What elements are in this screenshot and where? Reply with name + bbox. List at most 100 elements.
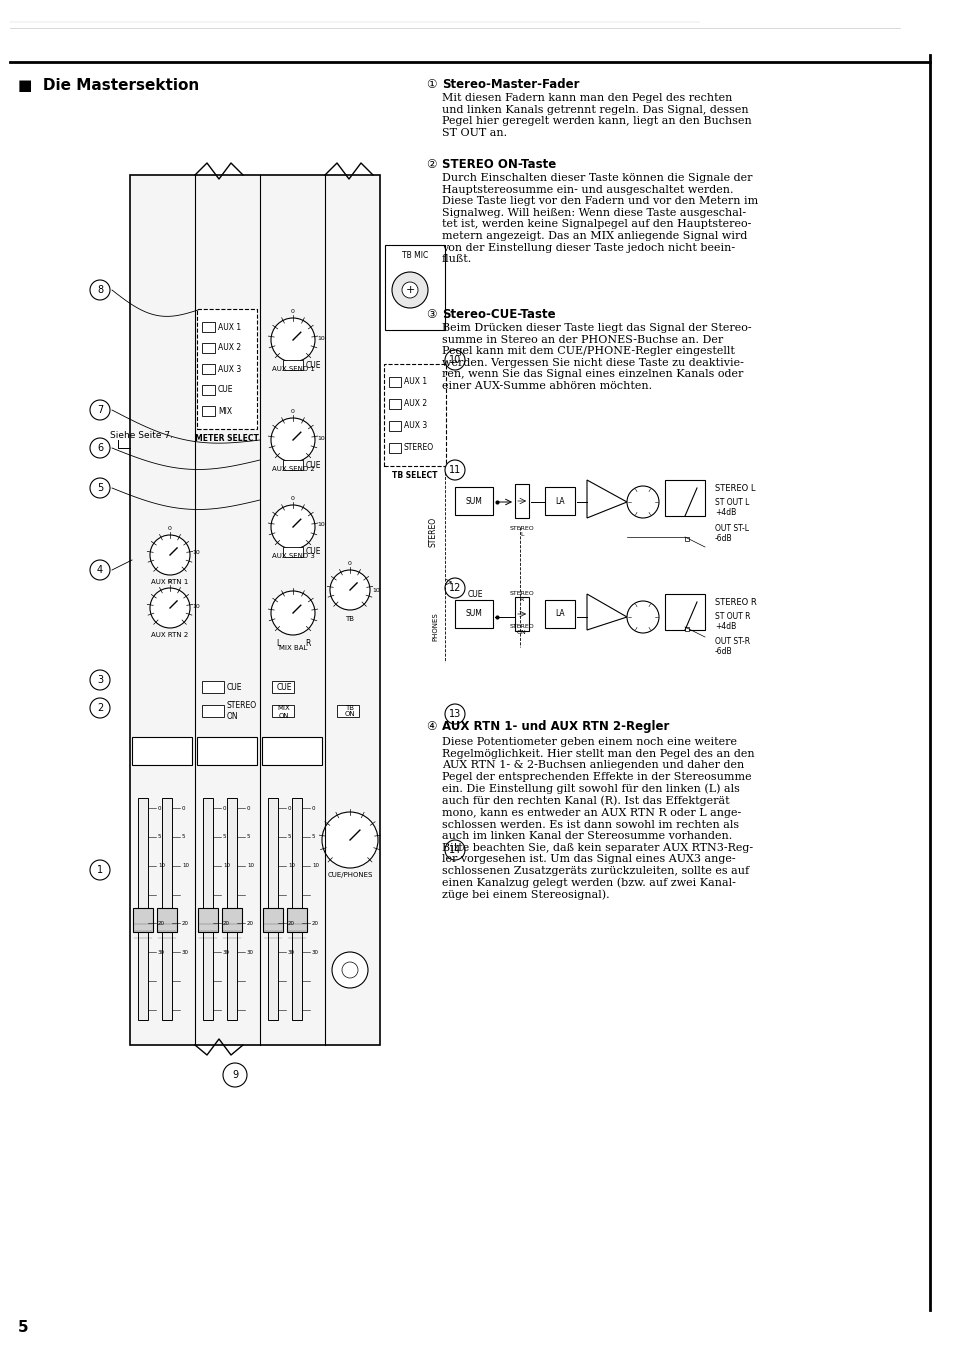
Text: Durch Einschalten dieser Taste können die Signale der
Hauptstereosumme ein- und : Durch Einschalten dieser Taste können di… xyxy=(441,173,758,265)
Circle shape xyxy=(392,272,428,308)
Circle shape xyxy=(444,459,464,480)
Circle shape xyxy=(332,952,368,988)
Text: 20: 20 xyxy=(182,921,189,925)
Text: 30: 30 xyxy=(312,950,318,955)
Circle shape xyxy=(626,486,659,517)
Text: TB
ON: TB ON xyxy=(344,704,355,717)
Text: 30: 30 xyxy=(158,950,165,955)
Text: 0: 0 xyxy=(223,805,226,811)
Text: AUX 1: AUX 1 xyxy=(403,377,427,386)
Text: STEREO: STEREO xyxy=(403,443,434,453)
Text: STEREO R: STEREO R xyxy=(714,598,756,607)
Bar xyxy=(515,484,529,517)
Bar xyxy=(130,176,379,1046)
Text: 6: 6 xyxy=(97,443,103,453)
Circle shape xyxy=(90,698,110,717)
Text: 8: 8 xyxy=(97,285,103,295)
Text: CUE: CUE xyxy=(306,361,321,370)
Text: LA: LA xyxy=(555,609,564,619)
Circle shape xyxy=(444,350,464,370)
Bar xyxy=(268,798,277,1020)
Text: 10: 10 xyxy=(192,550,199,555)
Text: 10: 10 xyxy=(312,863,318,869)
Text: 13: 13 xyxy=(449,709,460,719)
Text: AUX 2: AUX 2 xyxy=(218,343,241,353)
Bar xyxy=(262,738,322,765)
Text: 10: 10 xyxy=(316,523,324,527)
Text: LA: LA xyxy=(555,497,564,505)
Bar xyxy=(162,798,172,1020)
Text: AUX SEND 2: AUX SEND 2 xyxy=(272,466,314,471)
Bar xyxy=(198,908,218,932)
Text: 20: 20 xyxy=(288,921,294,925)
Bar xyxy=(544,600,575,628)
Bar xyxy=(385,245,444,330)
Bar xyxy=(389,422,400,431)
Text: ST OUT R
+4dB: ST OUT R +4dB xyxy=(714,612,750,631)
Text: ■  Die Mastersektion: ■ Die Mastersektion xyxy=(18,78,199,93)
Circle shape xyxy=(90,478,110,499)
Bar xyxy=(202,322,214,332)
Text: 7: 7 xyxy=(97,405,103,415)
Bar xyxy=(515,597,529,631)
Text: 5: 5 xyxy=(97,484,103,493)
Text: CUE: CUE xyxy=(306,547,321,557)
Bar xyxy=(664,480,704,516)
Circle shape xyxy=(150,535,190,576)
Text: AUX RTN 1- und AUX RTN 2-Regler: AUX RTN 1- und AUX RTN 2-Regler xyxy=(441,720,669,734)
Text: MIX
ON: MIX ON xyxy=(277,705,290,719)
Text: 10: 10 xyxy=(223,863,230,869)
Text: 12: 12 xyxy=(448,584,460,593)
Text: 20: 20 xyxy=(247,921,253,925)
Text: 0: 0 xyxy=(291,309,294,313)
Circle shape xyxy=(90,280,110,300)
Text: CUE: CUE xyxy=(218,385,233,394)
Text: 20: 20 xyxy=(158,921,165,925)
Text: 10: 10 xyxy=(372,588,379,593)
Text: CUE: CUE xyxy=(306,461,321,470)
Text: AUX RTN 1: AUX RTN 1 xyxy=(152,580,189,585)
Text: 10: 10 xyxy=(158,863,165,869)
Polygon shape xyxy=(586,480,626,517)
Bar xyxy=(263,908,283,932)
Text: 5: 5 xyxy=(182,835,185,839)
Bar xyxy=(202,407,214,416)
Text: 10: 10 xyxy=(288,863,294,869)
Text: Stereo-CUE-Taste: Stereo-CUE-Taste xyxy=(441,308,555,322)
Text: SUM: SUM xyxy=(465,609,482,619)
Text: STEREO ON-Taste: STEREO ON-Taste xyxy=(441,158,556,172)
FancyBboxPatch shape xyxy=(196,309,256,430)
Text: AUX SEND 1: AUX SEND 1 xyxy=(272,366,314,372)
Text: 3: 3 xyxy=(97,676,103,685)
Circle shape xyxy=(444,840,464,861)
Text: CUE: CUE xyxy=(467,590,482,598)
Text: AUX 3: AUX 3 xyxy=(403,422,427,431)
Text: L: L xyxy=(275,639,280,648)
Text: Diese Potentiometer geben einem noch eine weitere
Regelmöglichkeit. Hier stellt : Diese Potentiometer geben einem noch ein… xyxy=(441,738,754,901)
Text: R: R xyxy=(305,639,311,648)
Text: Siehe Seite 7.: Siehe Seite 7. xyxy=(110,431,172,439)
FancyBboxPatch shape xyxy=(384,363,446,466)
Text: 5: 5 xyxy=(247,835,251,839)
Text: Beim Drücken dieser Taste liegt das Signal der Stereo-
summe in Stereo an der PH: Beim Drücken dieser Taste liegt das Sign… xyxy=(441,323,751,390)
Bar xyxy=(455,600,493,628)
Text: 0: 0 xyxy=(168,580,172,584)
Bar xyxy=(664,594,704,630)
Text: 5: 5 xyxy=(158,835,161,839)
Polygon shape xyxy=(586,594,626,630)
Bar xyxy=(287,908,307,932)
Text: 10: 10 xyxy=(192,604,199,608)
Circle shape xyxy=(271,417,314,462)
Text: TB: TB xyxy=(345,616,355,621)
Text: 11: 11 xyxy=(449,465,460,476)
Text: 10: 10 xyxy=(247,863,253,869)
Text: 10: 10 xyxy=(316,435,324,440)
Text: OUT ST-L
-6dB: OUT ST-L -6dB xyxy=(714,524,748,543)
Text: 2: 2 xyxy=(97,703,103,713)
Text: 0: 0 xyxy=(168,526,172,531)
Bar xyxy=(336,705,358,717)
Text: 5: 5 xyxy=(288,835,292,839)
Circle shape xyxy=(90,400,110,420)
Text: 4: 4 xyxy=(97,565,103,576)
Text: STEREO
L: STEREO L xyxy=(509,526,534,536)
